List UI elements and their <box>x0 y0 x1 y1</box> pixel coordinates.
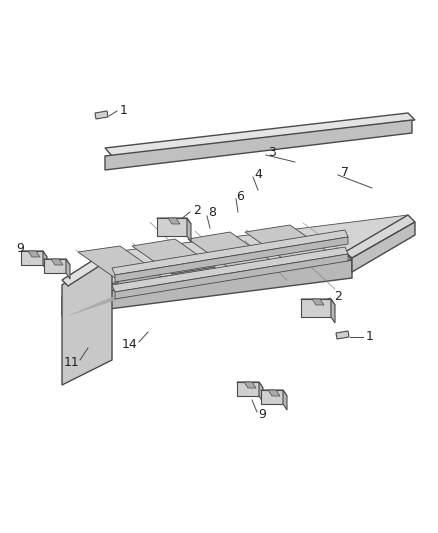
Polygon shape <box>187 218 191 242</box>
Polygon shape <box>172 267 215 280</box>
Text: 3: 3 <box>268 146 276 158</box>
Polygon shape <box>44 259 70 265</box>
Polygon shape <box>331 299 335 323</box>
Polygon shape <box>43 251 47 271</box>
Text: 7: 7 <box>341 166 349 179</box>
Polygon shape <box>62 252 112 385</box>
Polygon shape <box>62 260 352 315</box>
Polygon shape <box>261 390 287 396</box>
Polygon shape <box>115 254 348 299</box>
Polygon shape <box>157 218 187 236</box>
Text: 2: 2 <box>193 204 201 216</box>
Polygon shape <box>21 251 47 257</box>
Polygon shape <box>268 390 280 396</box>
Polygon shape <box>68 215 408 297</box>
Text: 14: 14 <box>122 338 138 351</box>
Polygon shape <box>28 251 40 257</box>
Polygon shape <box>261 390 283 404</box>
Polygon shape <box>115 237 348 282</box>
Text: 9: 9 <box>16 241 24 254</box>
Polygon shape <box>283 390 287 410</box>
Text: 8: 8 <box>208 206 216 220</box>
Polygon shape <box>105 120 412 170</box>
Polygon shape <box>21 251 43 265</box>
Polygon shape <box>301 299 335 305</box>
Text: 9: 9 <box>258 408 266 422</box>
Polygon shape <box>132 239 215 274</box>
Polygon shape <box>245 225 330 260</box>
Polygon shape <box>44 259 66 273</box>
Polygon shape <box>285 253 330 266</box>
Polygon shape <box>244 382 256 388</box>
Polygon shape <box>228 260 270 273</box>
Polygon shape <box>237 382 259 396</box>
Text: 4: 4 <box>254 167 262 181</box>
Polygon shape <box>62 248 118 286</box>
Polygon shape <box>352 222 415 272</box>
Polygon shape <box>168 218 180 224</box>
Polygon shape <box>312 299 324 305</box>
Polygon shape <box>345 215 415 258</box>
Polygon shape <box>336 331 349 339</box>
Text: 1: 1 <box>366 330 374 343</box>
Polygon shape <box>105 113 415 156</box>
Polygon shape <box>188 232 270 267</box>
Polygon shape <box>259 382 263 402</box>
Polygon shape <box>301 299 331 317</box>
Text: 2: 2 <box>334 289 342 303</box>
Polygon shape <box>237 382 263 388</box>
Polygon shape <box>51 259 63 265</box>
Polygon shape <box>62 253 352 297</box>
Text: 1: 1 <box>120 104 128 117</box>
Polygon shape <box>66 259 70 279</box>
Text: 6: 6 <box>236 190 244 203</box>
Polygon shape <box>157 218 191 224</box>
Polygon shape <box>78 246 160 280</box>
Text: 11: 11 <box>64 356 80 368</box>
Polygon shape <box>118 274 160 286</box>
Polygon shape <box>95 111 108 119</box>
Polygon shape <box>112 230 348 275</box>
Polygon shape <box>112 247 348 292</box>
